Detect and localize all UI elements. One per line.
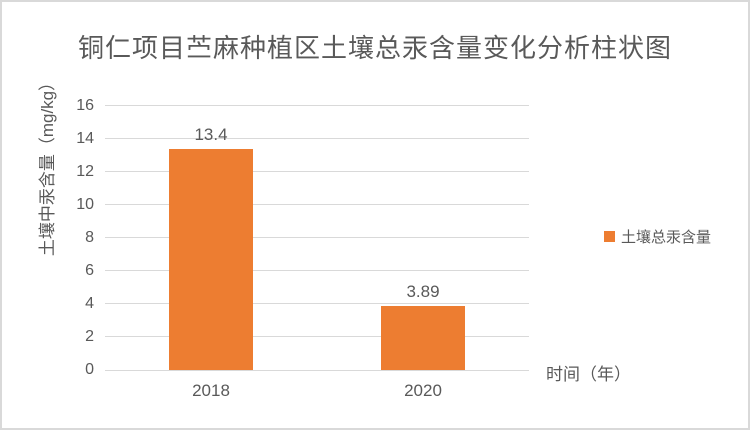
data-label-2020: 3.89 <box>406 281 440 301</box>
gridline-y-0 <box>105 370 529 371</box>
y-tick-label-0: 0 <box>85 361 94 378</box>
y-tick-label-14: 14 <box>76 130 94 147</box>
x-axis-title: 时间（年） <box>546 365 631 384</box>
y-tick-label-6: 6 <box>85 262 94 279</box>
gridline-y-12 <box>105 171 529 172</box>
bar-2020[interactable] <box>381 305 465 370</box>
legend-color-swatch-icon <box>604 231 615 242</box>
gridline-y-8 <box>105 237 529 238</box>
x-tick-label-2020: 2020 <box>404 381 442 400</box>
gridline-y-4 <box>105 303 529 304</box>
y-tick-label-4: 4 <box>85 295 94 312</box>
gridline-y-2 <box>105 336 529 337</box>
gridline-y-14 <box>105 138 529 139</box>
legend-label: 土壤总汞含量 <box>621 229 712 246</box>
data-label-2018: 13.4 <box>194 124 228 144</box>
y-tick-label-10: 10 <box>76 196 94 213</box>
plot-area: 13.4 3.89 <box>105 105 529 371</box>
y-tick-label-12: 12 <box>76 163 94 180</box>
gridline-y-16 <box>105 105 529 106</box>
chart-title: 铜仁项目苎麻种植区土壤总汞含量变化分析柱状图 <box>77 33 672 63</box>
gridline-y-10 <box>105 204 529 205</box>
x-tick-label-2018: 2018 <box>192 381 230 400</box>
y-tick-label-8: 8 <box>85 229 94 246</box>
y-axis-title: 土壤中汞含量（mg/kg） <box>38 73 57 257</box>
bar-2018[interactable] <box>169 148 253 370</box>
legend: 土壤总汞含量 <box>604 226 711 247</box>
y-tick-label-16: 16 <box>76 97 94 114</box>
y-tick-label-2: 2 <box>85 328 94 345</box>
gridline-y-6 <box>105 270 529 271</box>
